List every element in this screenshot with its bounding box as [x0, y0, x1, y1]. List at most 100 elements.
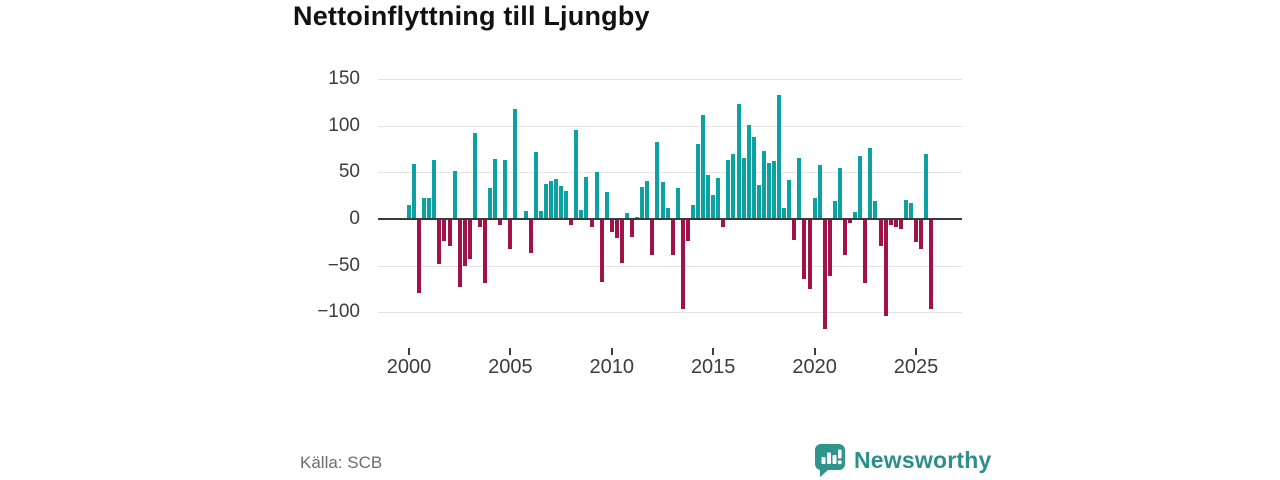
bar-2000q49 [655, 142, 660, 219]
bar-2000q99 [908, 203, 913, 219]
bar-2000q63 [726, 160, 731, 219]
x-tick-label: 2000 [386, 356, 432, 378]
bar-2000q53 [675, 188, 680, 219]
bar-2000q87 [848, 220, 853, 223]
bar-2000q85 [837, 168, 842, 219]
y-tick-label: 100 [328, 115, 360, 136]
bar-2000q3 [422, 198, 427, 219]
bar-2000q102 [924, 154, 929, 219]
bar-2000q97 [898, 220, 903, 229]
y-tick-label: −50 [327, 255, 360, 276]
bar-2000q101 [919, 220, 924, 249]
bar-2000q93 [878, 220, 883, 246]
x-tick-label: 2020 [792, 356, 837, 378]
bar-2000q89 [858, 156, 863, 219]
chart-title: Nettoinflyttning till Ljungby [293, 1, 650, 31]
bar-2000q73 [777, 95, 782, 219]
bar-2000q77 [797, 158, 802, 219]
bar-2000q57 [695, 144, 700, 219]
x-tick-label: 2010 [589, 356, 635, 378]
gridline [378, 79, 962, 80]
bar-2000q67 [746, 125, 751, 219]
bar-2000q71 [766, 163, 771, 219]
bar-2000q47 [645, 181, 650, 219]
bar-2000q24 [528, 220, 533, 253]
bar-2000q58 [701, 115, 706, 219]
bar-2000q34 [579, 210, 584, 219]
bar-2000q59 [706, 175, 711, 219]
bar-2000q64 [731, 154, 736, 219]
bar-2000q62 [721, 220, 726, 227]
bar-2000q75 [787, 180, 792, 219]
bar-2000q9 [452, 171, 457, 219]
bar-2000q61 [716, 178, 721, 219]
bar-2000q88 [853, 212, 858, 219]
bar-2000q15 [483, 220, 488, 283]
bar-2000q103 [929, 220, 934, 309]
bar-2000q18 [498, 220, 503, 225]
bar-2000q43 [625, 213, 629, 219]
bar-2000q74 [782, 208, 787, 219]
bar-2000q84 [832, 201, 837, 219]
bar-2000q28 [548, 181, 553, 219]
zero-line [378, 218, 962, 220]
bar-2000q52 [670, 220, 675, 255]
bar-2000q19 [503, 160, 508, 219]
bar-2000q54 [680, 220, 685, 309]
bar-2000q92 [873, 201, 878, 219]
bar-2000q56 [690, 205, 695, 219]
x-tick-mark [712, 348, 715, 355]
bar-2000q23 [523, 211, 528, 219]
bar-2000q12 [467, 220, 472, 259]
bar-2000q48 [650, 220, 655, 255]
bar-2000q69 [756, 185, 761, 219]
bar-2000q31 [564, 191, 569, 219]
bar-2000q10 [457, 220, 462, 287]
bar-2000q83 [827, 220, 832, 276]
bar-2000q16 [488, 188, 493, 219]
bar-2000q68 [751, 137, 756, 219]
bar-2000q78 [802, 220, 807, 279]
bar-2000q96 [893, 220, 898, 227]
bar-2000q55 [685, 220, 690, 241]
y-tick-label: 150 [328, 68, 360, 89]
bar-2000q65 [736, 104, 741, 219]
bar-2000q4 [427, 198, 432, 219]
bar-2000q66 [741, 158, 746, 219]
bar-2000q91 [868, 148, 873, 219]
gridline [378, 312, 962, 313]
bar-2000q72 [772, 161, 777, 219]
bar-2000q7 [442, 220, 447, 241]
bar-2000q42 [619, 220, 624, 263]
x-tick-label: 2025 [893, 356, 939, 378]
y-tick-label: 50 [338, 161, 360, 182]
bar-2000q0 [407, 205, 411, 219]
newsworthy-logo-text: Newsworthy [854, 446, 992, 473]
bar-2000q76 [792, 220, 797, 240]
bar-2000q44 [630, 220, 635, 237]
bar-2000q29 [554, 179, 559, 219]
source-label: Källa: SCB [300, 453, 383, 472]
bar-2000q82 [822, 220, 827, 329]
bar-2000q30 [559, 186, 564, 219]
bar-2000q5 [432, 160, 437, 219]
bar-2000q17 [493, 159, 498, 219]
bar-2000q21 [513, 109, 518, 219]
bar-2000q8 [447, 220, 452, 246]
x-tick-mark [408, 348, 410, 355]
bar-2000q25 [533, 152, 538, 219]
x-tick-mark [915, 348, 917, 355]
gridline [378, 266, 962, 267]
bar-2000q38 [599, 220, 604, 282]
bar-2000q20 [508, 220, 513, 249]
bar-2000q79 [807, 220, 812, 289]
bar-2000q35 [584, 177, 589, 219]
bar-2000q100 [914, 220, 918, 242]
y-tick-label: −100 [317, 301, 360, 322]
bar-2000q33 [574, 130, 579, 219]
bar-2000q13 [472, 133, 477, 219]
newsworthy-logo-icon [815, 444, 845, 477]
bar-2000q32 [569, 220, 574, 225]
bar-2000q14 [477, 220, 482, 227]
